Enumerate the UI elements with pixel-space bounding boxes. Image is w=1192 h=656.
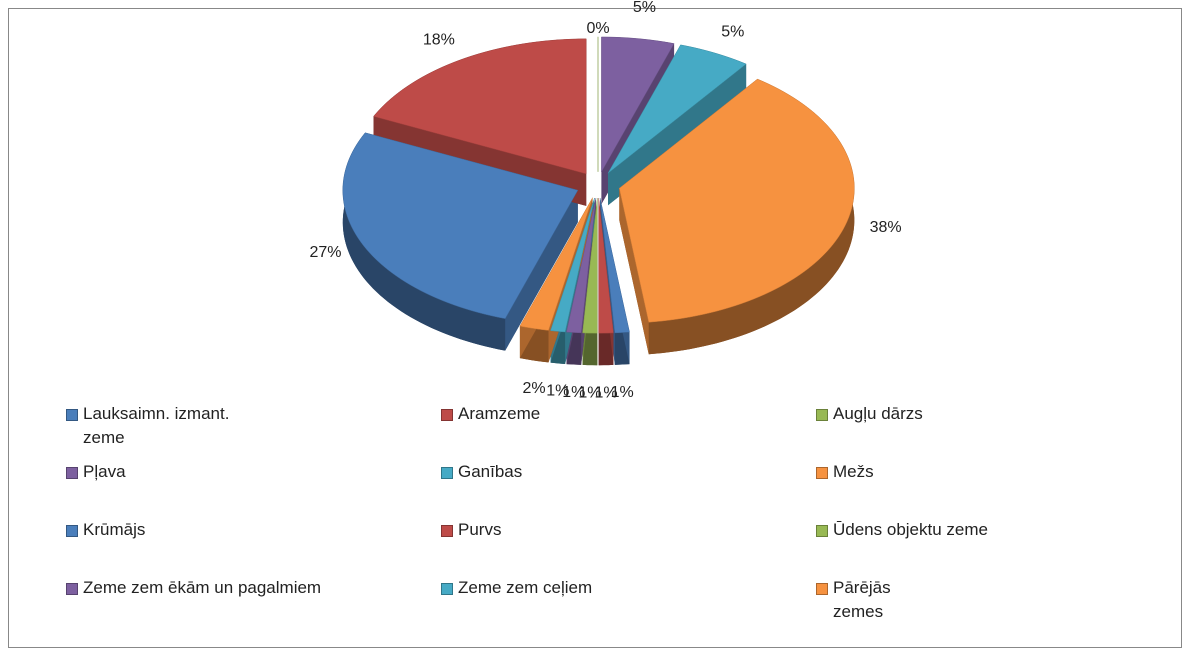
legend-label: Lauksaimn. izmant. zeme <box>83 404 230 447</box>
data-label: 1% <box>595 384 618 401</box>
legend-swatch <box>816 525 828 537</box>
slice-wall <box>619 188 649 355</box>
slice <box>550 197 595 333</box>
legend-item: Augļu dārzs <box>816 402 1166 460</box>
legend-swatch <box>441 467 453 479</box>
slice <box>619 78 855 323</box>
slice-edge <box>342 132 506 351</box>
legend-swatch <box>66 525 78 537</box>
data-label: 1% <box>546 383 569 400</box>
data-label: 1% <box>611 384 634 401</box>
data-label: 38% <box>870 219 902 236</box>
legend-label: Zeme zem ēkām un pagalmiem <box>83 578 322 597</box>
legend-label: Ganības <box>458 462 523 481</box>
legend-swatch <box>816 467 828 479</box>
slice-edge <box>648 79 855 355</box>
legend-item: Mežs <box>816 460 1166 518</box>
slice <box>598 198 614 334</box>
legend-swatch <box>66 409 78 421</box>
data-label: 27% <box>309 244 341 261</box>
data-label: 5% <box>633 0 656 16</box>
legend-item: Purvs <box>441 518 816 576</box>
slice <box>601 36 675 173</box>
data-label: 1% <box>578 384 601 401</box>
legend-label: Purvs <box>458 520 502 539</box>
legend-item: Lauksaimn. izmant. zeme <box>66 402 441 460</box>
slice-wall <box>505 190 578 351</box>
legend-label: Pārējās zemes <box>833 578 891 621</box>
legend-swatch <box>441 583 453 595</box>
data-labels: 27%18%0%5%5%38%1%1%1%1%1%2% <box>309 0 901 401</box>
legend-item: Pārējās zemes <box>816 576 1166 634</box>
data-label: 5% <box>721 24 744 41</box>
slice <box>599 198 630 334</box>
legend-swatch <box>66 467 78 479</box>
slice <box>342 132 579 319</box>
legend-swatch <box>66 583 78 595</box>
legend-swatch <box>441 409 453 421</box>
slice <box>519 197 593 331</box>
legend-label: Mežs <box>833 462 874 481</box>
legend: Lauksaimn. izmant. zeme Aramzeme Augļu dār… <box>66 402 1166 634</box>
data-label: 2% <box>523 380 546 397</box>
legend-label: Ūdens objektu zeme <box>833 520 988 539</box>
legend-label: Aramzeme <box>458 404 541 423</box>
legend-label: Pļava <box>83 462 126 481</box>
legend-item: Pļava <box>66 460 441 518</box>
legend-item: Ganības <box>441 460 816 518</box>
legend-swatch <box>441 525 453 537</box>
legend-label: Krūmājs <box>83 520 146 539</box>
legend-label: Zeme zem ceļiem <box>458 578 593 597</box>
data-label: 0% <box>586 20 609 37</box>
slice-edge <box>582 332 598 366</box>
legend-item: Zeme zem ceļiem <box>441 576 816 634</box>
slice <box>373 38 587 175</box>
data-label: 18% <box>423 32 455 49</box>
legend-item: Aramzeme <box>441 402 816 460</box>
legend-swatch <box>816 583 828 595</box>
slice-edge <box>598 332 614 366</box>
data-label: 1% <box>562 384 585 401</box>
legend-swatch <box>816 409 828 421</box>
slice <box>566 198 597 334</box>
legend-label: Augļu dārzs <box>833 404 923 423</box>
slice <box>582 198 598 334</box>
legend-item: Krūmājs <box>66 518 441 576</box>
chart-frame <box>8 8 1182 648</box>
legend-item: Ūdens objektu zeme <box>816 518 1166 576</box>
pie-tops <box>342 36 855 334</box>
legend-item: Zeme zem ēkām un pagalmiem <box>66 576 441 634</box>
slice <box>607 44 747 174</box>
